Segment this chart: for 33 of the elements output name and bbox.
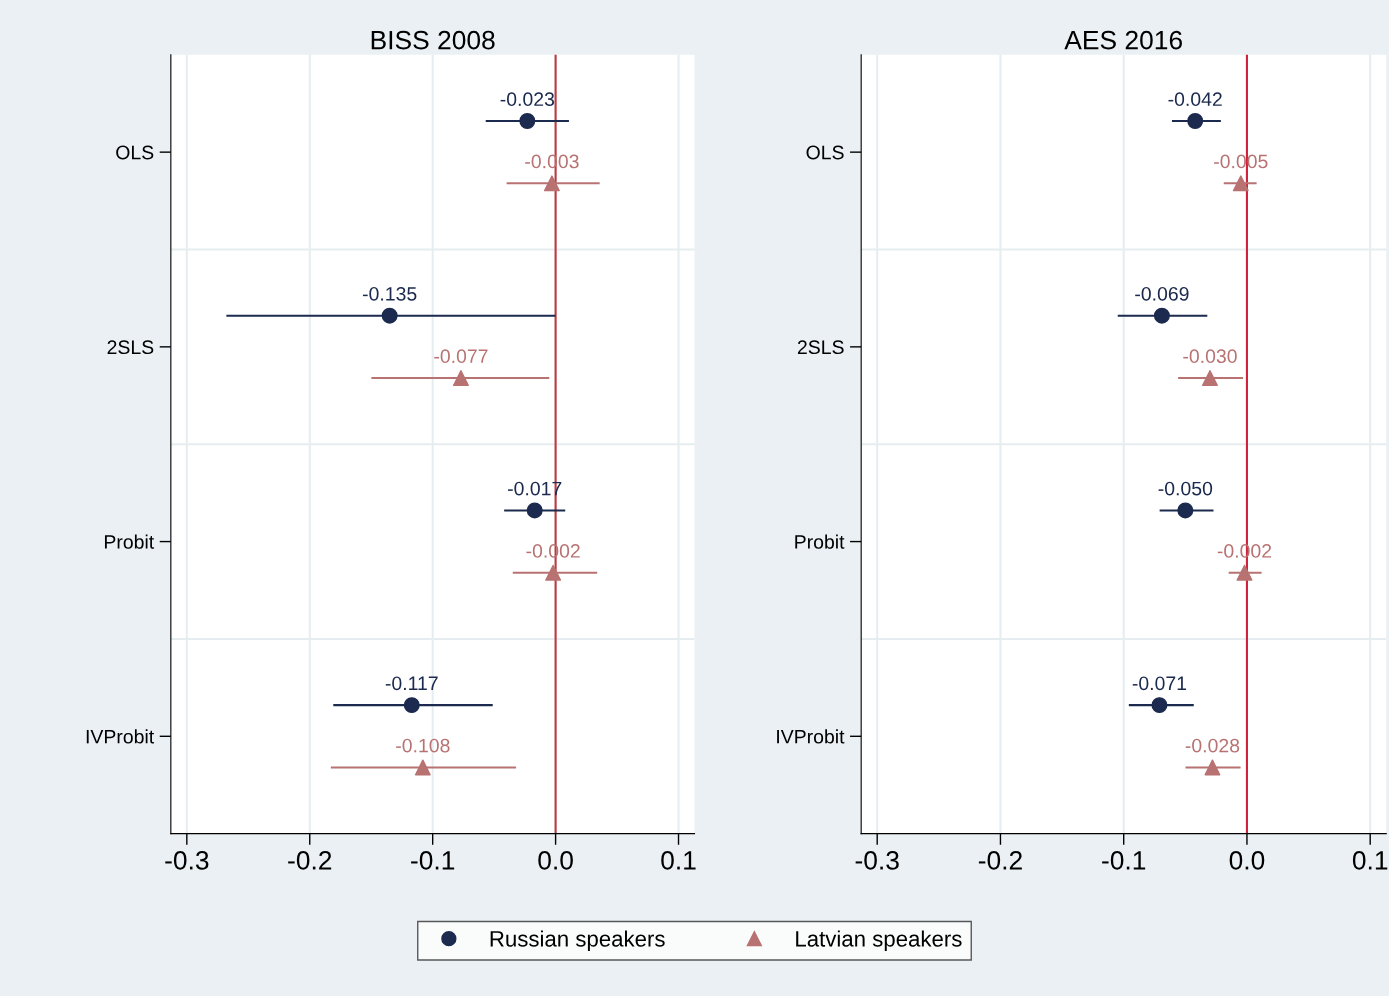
data-label: -0.135 — [362, 286, 417, 301]
legend-label: Russian speakers — [490, 930, 665, 952]
y-tick-label: IVProbit — [777, 729, 845, 744]
data-label: -0.117 — [385, 676, 438, 691]
y-tick-label: 2SLS — [107, 340, 154, 355]
x-tick-label: 0.1 — [661, 851, 696, 870]
x-tick-label: -0.1 — [1102, 851, 1146, 870]
data-label: -0.071 — [1132, 676, 1187, 691]
x-tick-label: 0.1 — [1352, 851, 1388, 870]
legend-label: Latvian speakers — [796, 930, 962, 952]
data-label: -0.023 — [500, 92, 555, 107]
y-tick-label: OLS — [806, 145, 844, 160]
y-tick-label: IVProbit — [86, 729, 155, 744]
chart-title: BISS 2008 — [371, 30, 495, 50]
x-tick-label: 0.0 — [1229, 851, 1265, 870]
data-label: -0.028 — [1185, 738, 1240, 753]
x-tick-label: -0.2 — [978, 851, 1022, 870]
data-label: -0.108 — [396, 738, 450, 753]
x-tick-label: -0.1 — [411, 851, 455, 870]
x-tick-label: -0.2 — [288, 851, 332, 870]
data-label: -0.042 — [1168, 92, 1222, 107]
data-label: -0.077 — [434, 349, 488, 364]
y-tick-label: Probit — [104, 534, 155, 549]
y-tick-label: Probit — [795, 534, 845, 549]
x-tick-label: -0.3 — [855, 851, 899, 870]
data-label: -0.069 — [1135, 286, 1189, 301]
data-label: -0.030 — [1183, 349, 1237, 364]
y-tick-label: 2SLS — [797, 340, 844, 355]
x-tick-label: -0.3 — [165, 851, 209, 870]
data-label: -0.050 — [1158, 481, 1213, 496]
y-tick-label: OLS — [116, 145, 154, 160]
chart-title: AES 2016 — [1064, 30, 1182, 50]
x-tick-label: 0.0 — [538, 851, 573, 870]
